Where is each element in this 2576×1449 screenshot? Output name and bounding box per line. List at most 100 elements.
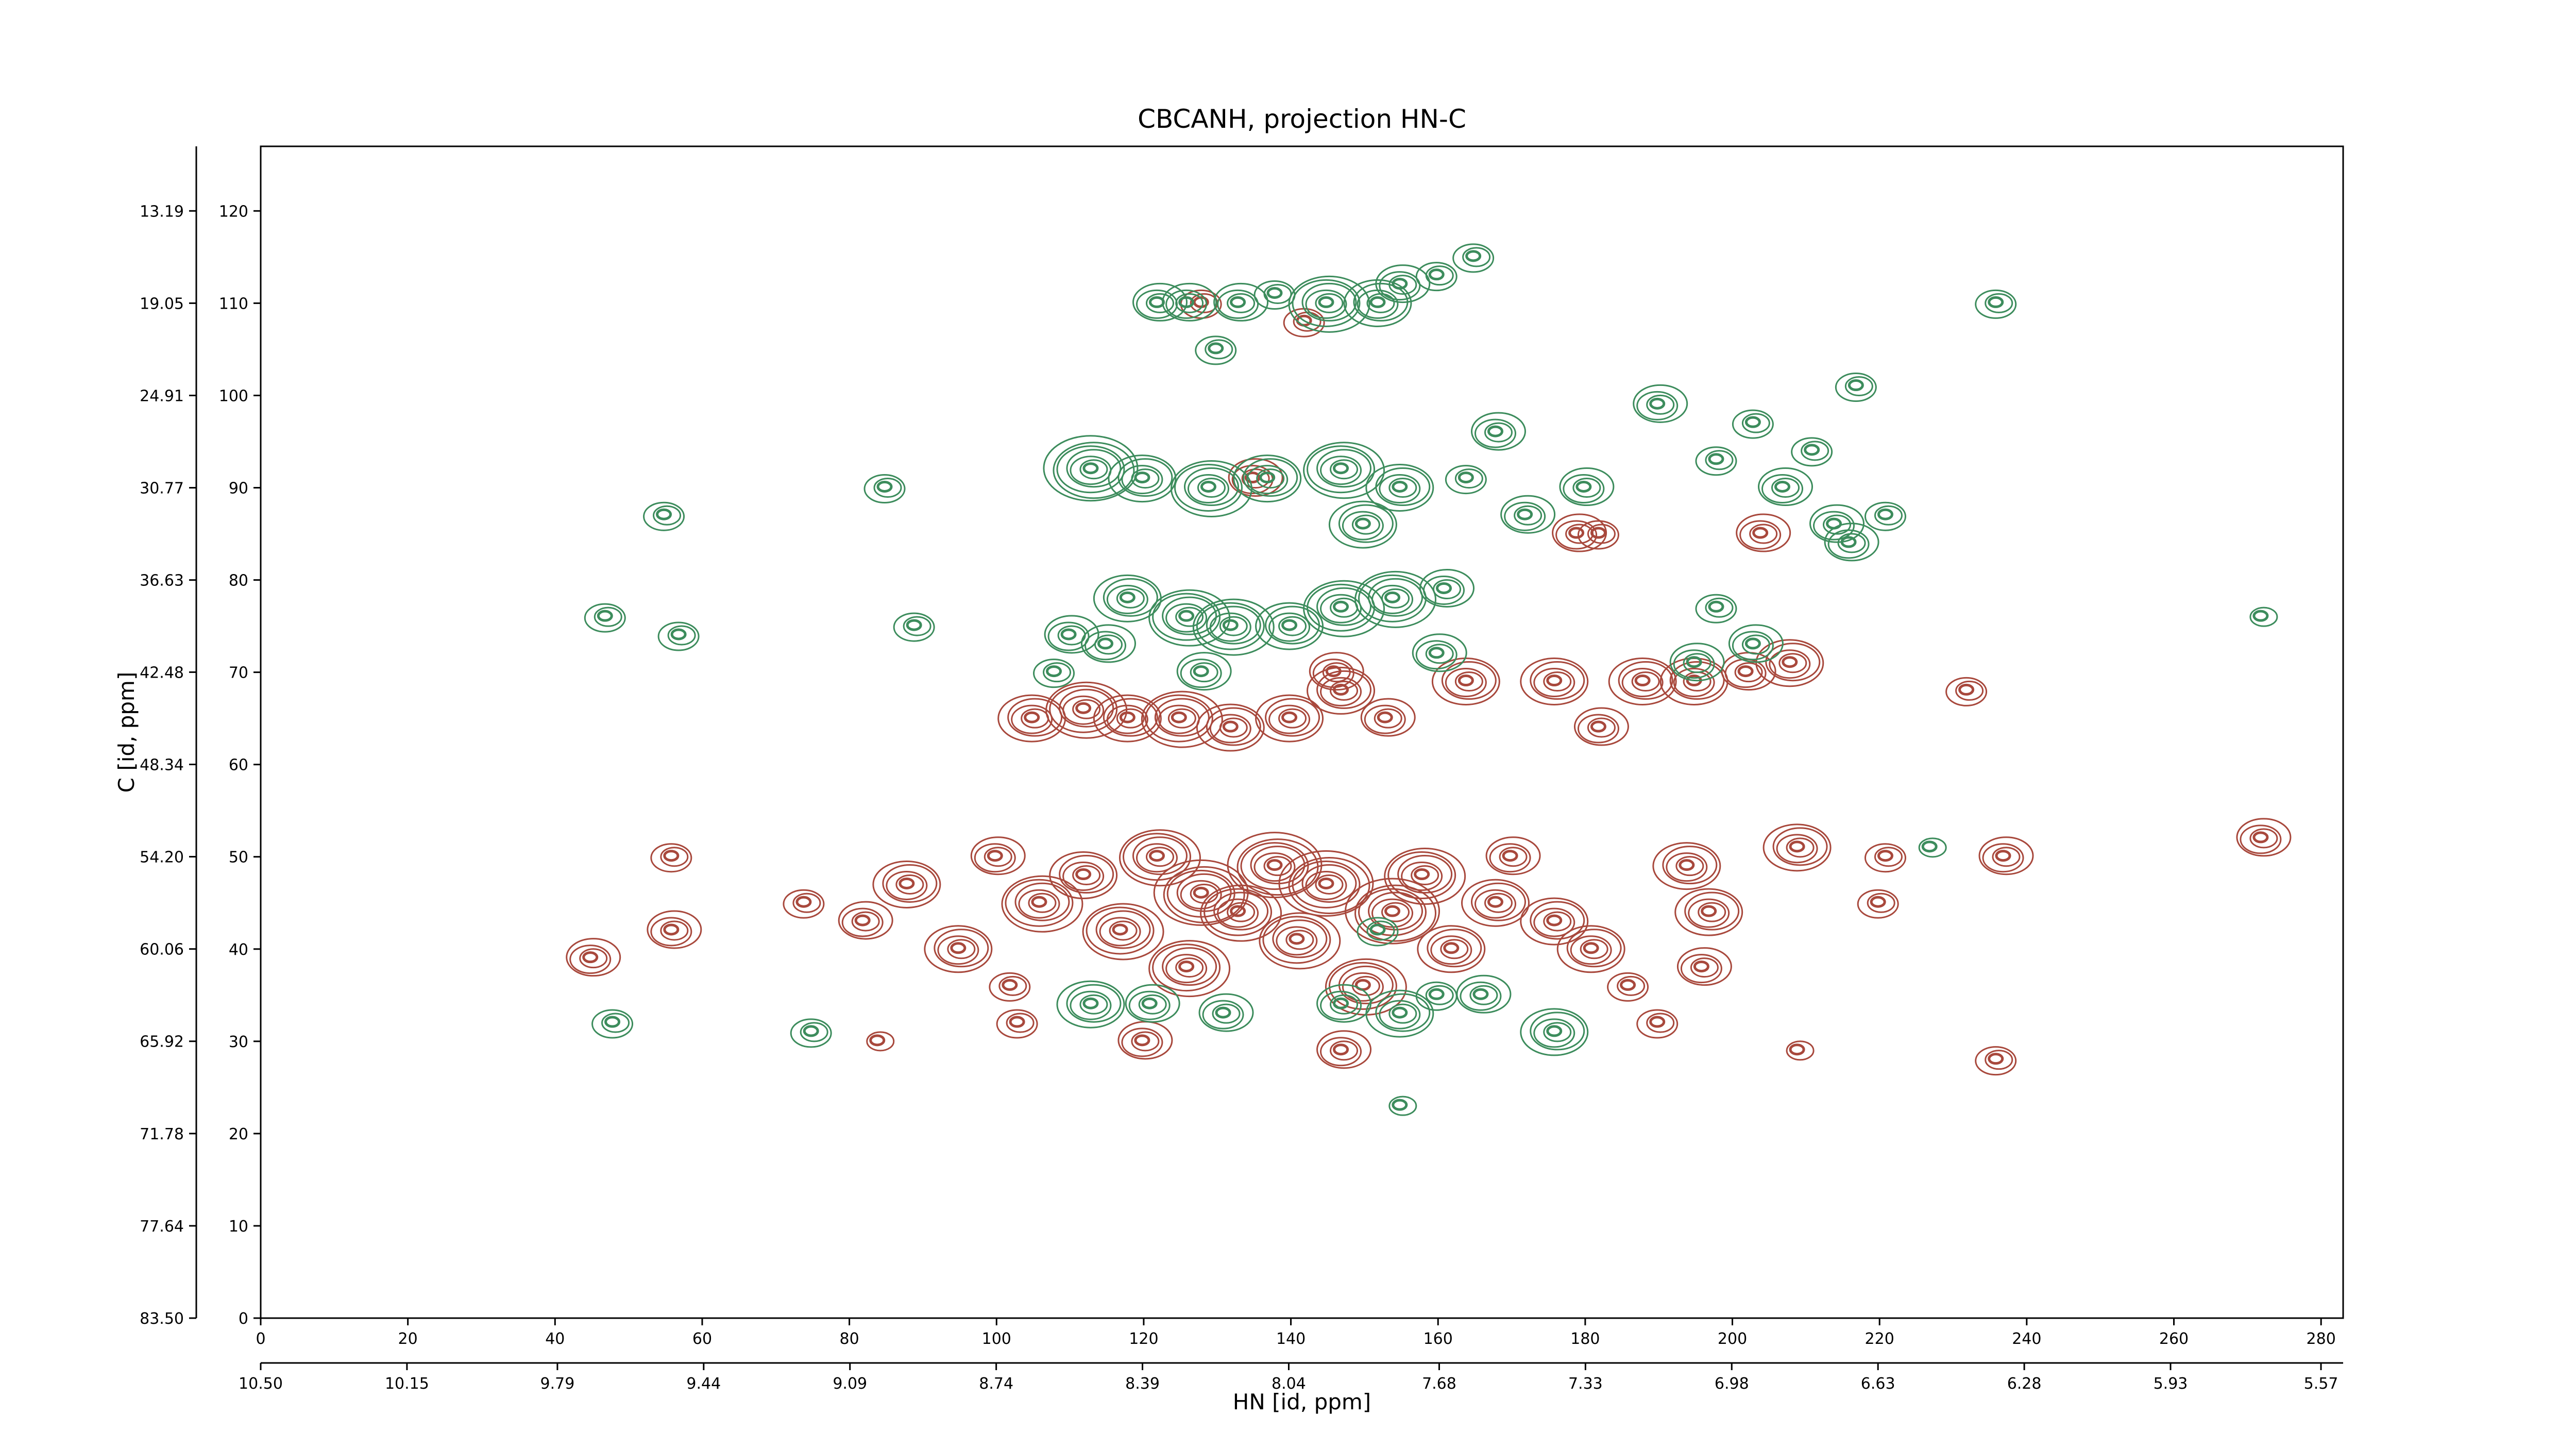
contour-ring <box>1530 1012 1585 1051</box>
contour-ring <box>1387 851 1456 900</box>
contour-ring <box>1343 279 1412 327</box>
contour-ring <box>1285 930 1314 950</box>
contour-ring <box>1365 464 1434 512</box>
contour-ring <box>1958 683 1975 696</box>
x-tick-label: 0 <box>256 1330 265 1348</box>
contour-ring <box>783 889 825 919</box>
peak <box>1762 823 1832 872</box>
x-tick-label: 260 <box>2159 1330 2189 1348</box>
contour-ring <box>1082 903 1164 961</box>
contour-ring <box>1397 855 1453 894</box>
peak <box>1255 694 1324 743</box>
contour-ring <box>1106 584 1148 614</box>
contour-ring <box>873 478 902 498</box>
peak <box>1676 947 1732 986</box>
contour-ring <box>1414 868 1430 881</box>
contour-ring <box>2249 828 2278 849</box>
contour-ring <box>1049 851 1118 900</box>
contour-ring <box>1379 1000 1421 1030</box>
contour-ring <box>876 481 893 493</box>
contour-ring <box>950 942 967 954</box>
contour-ring <box>1253 852 1296 882</box>
peak <box>1824 523 1879 562</box>
y-tick-label: 90 <box>229 480 248 498</box>
contour-ring <box>1162 596 1217 635</box>
contour-ring <box>1749 524 1778 544</box>
contour-ring <box>1103 578 1158 617</box>
contour-ring <box>1732 409 1774 439</box>
contour-ring <box>1241 468 1270 489</box>
contour-ring <box>1388 275 1417 295</box>
contour-ring <box>670 628 687 641</box>
y2-tick-label: 77.64 <box>140 1218 184 1236</box>
contour-ring <box>1190 662 1218 683</box>
peak <box>1316 1030 1372 1069</box>
contour-ring <box>1215 1006 1231 1019</box>
contour-ring <box>1381 588 1410 609</box>
peak <box>566 938 621 977</box>
contour-ring <box>1075 868 1092 881</box>
contour-ring <box>1358 574 1427 622</box>
contour-ring <box>1163 866 1245 923</box>
contour-ring <box>1307 583 1376 632</box>
contour-ring <box>1233 454 1302 503</box>
contour-ring <box>1368 578 1423 617</box>
contour-ring <box>1415 640 1458 670</box>
peak <box>1081 624 1137 663</box>
contour-ring <box>1546 675 1563 687</box>
contour-ring <box>1489 843 1531 873</box>
peak <box>1975 289 2017 319</box>
contour-ring <box>1683 653 1711 673</box>
contour-ring <box>1436 582 1452 594</box>
contour-ring <box>1303 580 1385 637</box>
contour-ring <box>1148 940 1231 998</box>
peak <box>1864 501 1906 531</box>
contour-ring <box>1728 624 1784 663</box>
peak <box>1978 836 2034 875</box>
contour-ring <box>1791 437 1833 467</box>
peak <box>1093 574 1162 622</box>
contour-ring <box>1204 888 1273 936</box>
contour-ring <box>1520 897 1589 946</box>
contour-ring <box>795 896 812 908</box>
contour-ring <box>1316 449 1372 488</box>
contour-ring <box>1066 449 1122 488</box>
contour-ring <box>1318 877 1334 889</box>
contour-ring <box>1053 442 1135 499</box>
contour-ring <box>1325 665 1342 678</box>
peak <box>1176 652 1232 691</box>
contour-ring <box>1131 468 1160 489</box>
contour-ring <box>1056 445 1125 494</box>
contour-ring <box>1485 836 1541 875</box>
peak <box>1809 504 1865 543</box>
contour-ring <box>1154 698 1210 737</box>
y-tick-label: 10 <box>229 1218 248 1236</box>
peak <box>1633 384 1688 423</box>
contour-ring <box>1504 501 1546 531</box>
y2-tick-label: 83.50 <box>140 1310 184 1328</box>
contour-ring <box>1755 639 1824 687</box>
contour-ring <box>1333 600 1349 613</box>
contour-ring <box>1250 846 1306 885</box>
contour-ring <box>1520 658 1589 706</box>
contour-ring <box>1472 988 1489 1000</box>
peak <box>1412 633 1467 672</box>
peak <box>1118 829 1201 887</box>
contour-ring <box>1771 478 1800 498</box>
contour-ring <box>1840 536 1857 548</box>
contour-ring <box>906 619 922 631</box>
contour-ring <box>1575 481 1592 493</box>
contour-ring <box>1428 988 1445 1000</box>
contour-ring <box>1227 902 1256 922</box>
contour-ring <box>1837 533 1866 553</box>
contour-ring <box>1292 279 1361 327</box>
contour-ring <box>1197 478 1226 498</box>
peak <box>1835 373 1877 402</box>
contour-ring <box>1992 847 2021 867</box>
peak <box>1316 984 1372 1023</box>
contour-ring <box>1128 990 1171 1020</box>
contour-ring <box>1577 714 1619 744</box>
contour-ring <box>1461 879 1530 927</box>
contour-ring <box>1786 1040 1815 1061</box>
contour-ring <box>1268 612 1311 642</box>
